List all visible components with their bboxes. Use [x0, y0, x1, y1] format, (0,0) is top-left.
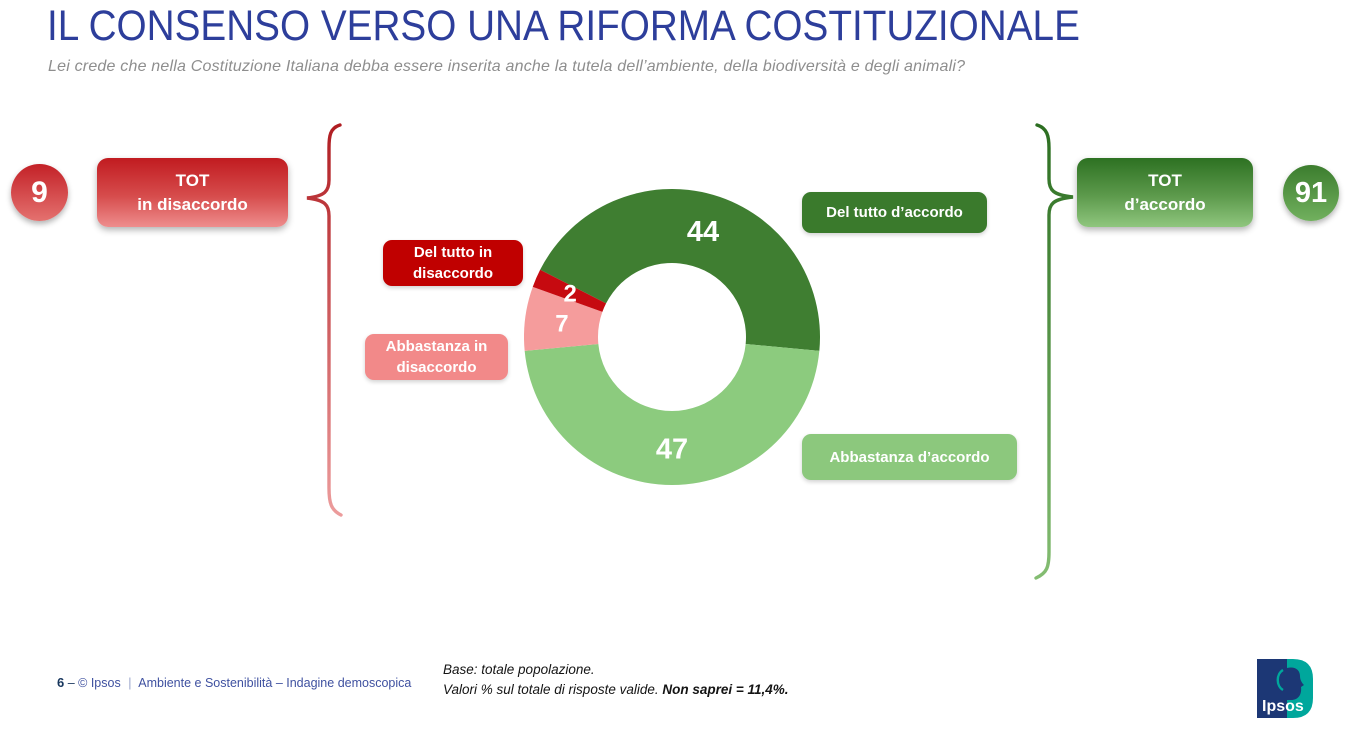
donut-slice-del-tutto-in-disaccordo — [532, 269, 607, 312]
logo-face-icon — [1287, 667, 1304, 700]
slice-value-label: 47 — [656, 433, 688, 465]
ipsos-logo: Ipsos — [1257, 659, 1313, 718]
disagree-brace-icon — [306, 123, 343, 517]
donut-chart: 44 47 7 2 — [524, 189, 820, 485]
base-note: Base: totale popolazione. Valori % sul t… — [443, 660, 789, 699]
base-note-line1: Base: totale popolazione. — [443, 662, 595, 677]
footer-copyright: © Ipsos — [78, 676, 121, 690]
donut-slice-del-tutto-d-accordo — [540, 189, 820, 351]
footer-separator: | — [128, 676, 132, 690]
page-title: IL CONSENSO VERSO UNA RIFORMA COSTITUZIO… — [47, 2, 1080, 50]
agree-brace-icon — [1034, 123, 1074, 580]
tot-accordo-line2: d’accordo — [1124, 194, 1206, 214]
tot-accordo-line1: TOT — [1148, 170, 1182, 190]
slice-value-label: 44 — [687, 216, 719, 248]
footer: 6 – © Ipsos | Ambiente e Sostenibilità –… — [57, 675, 411, 690]
disagree-total-circle: 9 — [11, 164, 68, 221]
survey-question: Lei crede che nella Costituzione Italian… — [48, 58, 966, 75]
base-note-line2: Valori % sul totale di risposte valide. … — [443, 681, 789, 697]
footer-department: Ambiente e Sostenibilità – Indagine demo… — [138, 676, 412, 690]
callout-abbastanza-daccordo: Abbastanza d’accordo — [802, 434, 1017, 480]
slice-value-label: 7 — [555, 311, 568, 338]
tot-disaccordo-line1: TOT — [175, 170, 210, 190]
disagree-total-value: 9 — [31, 175, 48, 209]
agree-total-circle: 91 — [1283, 165, 1339, 221]
tot-disaccordo-badge: TOT in disaccordo — [97, 158, 288, 227]
donut-slice-abbastanza-in-disaccordo — [524, 286, 603, 351]
tot-disaccordo-line2: in disaccordo — [137, 194, 248, 214]
footer-dash: – — [67, 676, 75, 690]
agree-total-value: 91 — [1294, 176, 1328, 209]
tot-accordo-badge: TOT d’accordo — [1077, 158, 1253, 227]
slice-value-label: 2 — [563, 281, 576, 308]
donut-slice-abbastanza-d-accordo — [524, 343, 820, 485]
callout-del-tutto-in-disaccordo: Del tutto in disaccordo — [383, 240, 523, 286]
logo-wordmark: Ipsos — [1262, 698, 1304, 715]
footer-page-number: 6 — [57, 675, 65, 690]
callout-abbastanza-in-disaccordo: Abbastanza in disaccordo — [365, 334, 508, 380]
callout-del-tutto-daccordo: Del tutto d’accordo — [802, 192, 987, 233]
